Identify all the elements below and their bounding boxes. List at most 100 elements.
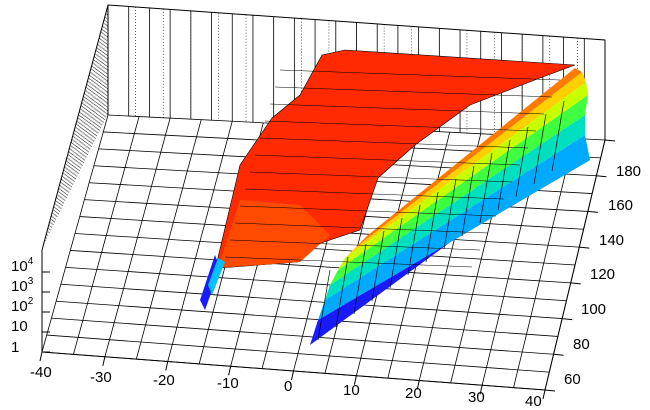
surface-mesh-line <box>254 154 521 166</box>
surface-band <box>345 72 586 258</box>
side-wall-gridline <box>104 10 109 18</box>
side-wall-gridline <box>87 37 109 79</box>
floor-gridline <box>74 233 576 266</box>
floor-gridline <box>46 334 550 373</box>
z-tick-label: 1 <box>11 339 19 356</box>
surface-band <box>318 135 590 320</box>
side-wall-gridline <box>81 48 109 104</box>
y-tick-label: 180 <box>616 163 641 180</box>
x-tick-label: -30 <box>90 369 112 386</box>
x-tick-label: -40 <box>30 364 52 381</box>
surface-mesh-line <box>244 188 505 200</box>
side-wall-gridline <box>74 59 109 128</box>
y-tick-label: 120 <box>590 266 615 283</box>
x-tick-label: -10 <box>217 375 239 392</box>
z-tick-label: 10 <box>11 318 28 335</box>
side-wall-gridline <box>99 18 109 36</box>
x-tick-mark <box>353 375 357 385</box>
surface-mesh-line <box>239 205 497 217</box>
x-tick-label: 0 <box>284 378 292 395</box>
surface-mesh-line <box>259 137 529 149</box>
surface-mesh-line <box>279 69 561 81</box>
surface-mesh-line <box>407 204 421 276</box>
floor-gridline <box>65 266 567 302</box>
side-wall-gridline <box>43 112 109 245</box>
surface-mesh-line <box>425 191 439 263</box>
surface-mesh-line <box>515 126 529 198</box>
floor-gridline <box>56 300 558 337</box>
surface-mesh-line <box>264 120 537 132</box>
x-tick-label: 20 <box>405 385 422 402</box>
side-wall-gridline <box>79 51 109 110</box>
side-wall-gridline <box>97 21 109 42</box>
side-wall-gridline <box>78 54 109 116</box>
side-wall-gridline <box>82 46 109 98</box>
y-tick-mark <box>562 318 573 321</box>
surface-band <box>330 95 588 285</box>
z-tick-label: 104 <box>11 256 34 275</box>
x-tick-label: 30 <box>468 389 485 406</box>
side-wall-gridline <box>54 92 109 202</box>
side-wall-gridline <box>58 87 109 189</box>
surface-mesh-line <box>461 165 475 237</box>
y-tick-label: 60 <box>564 371 581 388</box>
surface-mesh-line <box>269 103 545 115</box>
y-tick-mark <box>570 282 581 285</box>
side-wall-gridline <box>91 32 109 67</box>
floor-gridline <box>60 283 563 319</box>
x-tick-mark <box>291 370 294 381</box>
side-wall-gridline <box>59 84 109 183</box>
y-axis-ticks: 60 80 100 120 140 160 180 <box>564 163 641 388</box>
y-tick-label: 80 <box>573 336 590 353</box>
y-tick-label: 160 <box>608 197 633 214</box>
side-wall-gridline <box>49 101 109 220</box>
x-tick-mark <box>479 385 483 395</box>
surface-mesh-line <box>317 269 331 341</box>
x-tick-label: 10 <box>343 382 360 399</box>
floor-gridline <box>70 250 571 284</box>
surface-band <box>338 82 588 270</box>
x-axis-ticks: -40 -30 -20 -10 0 10 20 30 40 <box>30 364 542 410</box>
side-wall-gridline <box>106 7 109 12</box>
surface-mesh-line <box>533 113 547 185</box>
y-tick-label: 100 <box>581 301 606 318</box>
surface-mesh-line <box>497 139 511 211</box>
side-wall-gridline <box>69 68 109 147</box>
side-wall-gridline <box>61 81 109 177</box>
surface-mesh-line <box>224 256 473 268</box>
side-wall-gridline <box>73 62 109 134</box>
side-wall-gridline <box>89 35 109 73</box>
surface-mesh-line <box>551 100 565 172</box>
surface-mesh-line <box>335 256 349 328</box>
floor-gridline <box>51 317 554 355</box>
x-tick-label: 40 <box>525 393 542 410</box>
surface-plateau-edge <box>218 200 330 268</box>
x-tick-mark <box>542 389 546 400</box>
x-tick-mark <box>39 351 43 362</box>
surface-mesh-line <box>229 239 481 251</box>
side-wall-gridline <box>71 65 109 140</box>
side-wall-gridline <box>68 70 109 153</box>
surface-mesh-line <box>249 171 513 183</box>
surface-band <box>325 115 585 300</box>
z-tick-label: 103 <box>11 276 34 295</box>
x-tick-mark <box>416 380 420 390</box>
x-tick-label: -20 <box>153 372 175 389</box>
surface-left-edge-band <box>208 258 225 295</box>
side-wall-gridline <box>63 79 109 171</box>
x-tick-mark <box>102 356 106 366</box>
z-tick-label: 102 <box>11 296 34 315</box>
surface-mesh-line <box>234 222 489 234</box>
axes <box>39 139 616 400</box>
y-tick-mark <box>544 389 556 392</box>
side-wall-gridline <box>46 106 109 232</box>
side-wall-gridline <box>66 73 109 159</box>
side-wall-gridline <box>45 109 109 238</box>
surface-mesh <box>200 49 590 345</box>
y-tick-mark <box>604 139 616 142</box>
surface-mesh-line <box>274 86 553 98</box>
x-tick-mark <box>228 366 232 376</box>
side-wall-gridline <box>102 13 109 24</box>
y-tick-label: 140 <box>599 232 624 249</box>
side-wall-gridline <box>94 26 109 55</box>
